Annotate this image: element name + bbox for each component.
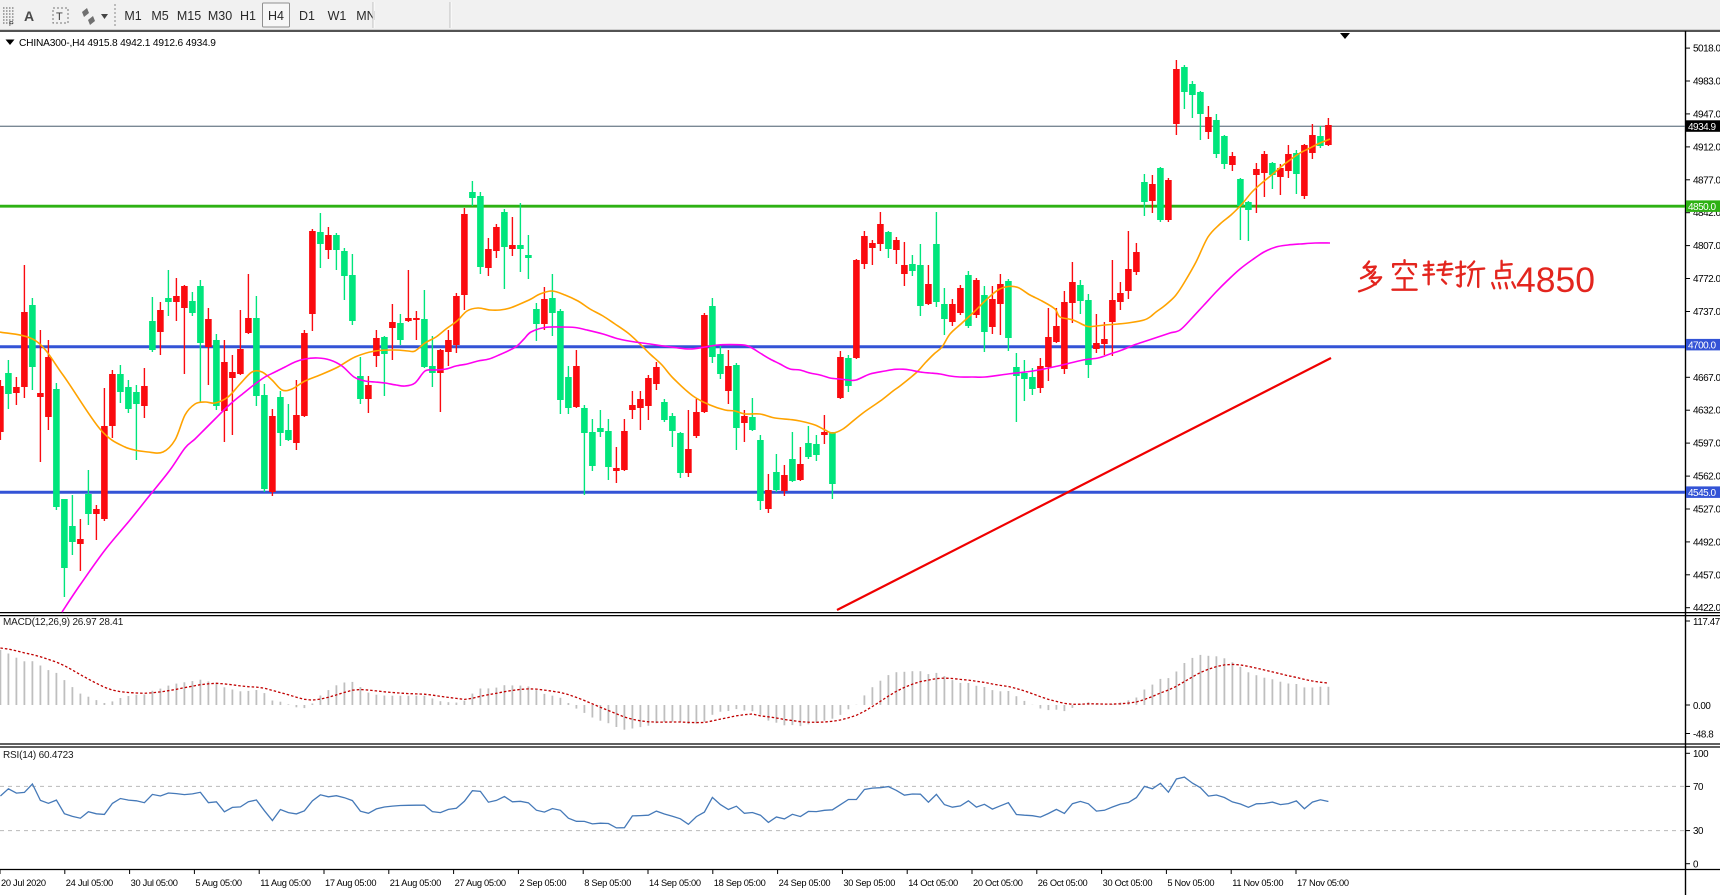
svg-text:A: A — [24, 8, 34, 24]
svg-text:21 Aug 05:00: 21 Aug 05:00 — [390, 878, 441, 888]
svg-text:CHINA300-,H4 4915.8 4942.1 49: CHINA300-,H4 4915.8 4942.1 4912.6 4934.9 — [19, 38, 216, 49]
svg-text:4422.0: 4422.0 — [1693, 603, 1720, 614]
svg-text:M1: M1 — [124, 9, 141, 23]
svg-text:5 Aug 05:00: 5 Aug 05:00 — [195, 878, 241, 888]
svg-text:27 Aug 05:00: 27 Aug 05:00 — [455, 878, 506, 888]
svg-text:D1: D1 — [299, 9, 315, 23]
svg-text:4545.0: 4545.0 — [1688, 488, 1717, 499]
svg-text:H1: H1 — [240, 9, 256, 23]
svg-text:17 Nov 05:00: 17 Nov 05:00 — [1297, 878, 1349, 888]
svg-text:26 Oct 05:00: 26 Oct 05:00 — [1038, 878, 1088, 888]
svg-text:4772.0: 4772.0 — [1693, 274, 1720, 285]
svg-text:4632.0: 4632.0 — [1693, 406, 1720, 417]
svg-text:30 Sep 05:00: 30 Sep 05:00 — [843, 878, 895, 888]
svg-text:MN: MN — [356, 9, 375, 23]
svg-text:5 Nov 05:00: 5 Nov 05:00 — [1167, 878, 1214, 888]
svg-text:0.00: 0.00 — [1693, 701, 1711, 712]
svg-text:4850: 4850 — [1516, 260, 1595, 300]
svg-text:W1: W1 — [328, 9, 347, 23]
svg-text:4492.0: 4492.0 — [1693, 537, 1720, 548]
svg-text:M15: M15 — [177, 9, 201, 23]
svg-text:4842.0: 4842.0 — [1693, 208, 1720, 219]
svg-text:F: F — [9, 21, 13, 28]
svg-text:4934.9: 4934.9 — [1688, 122, 1717, 133]
svg-text:4850.0: 4850.0 — [1688, 202, 1717, 213]
svg-text:RSI(14) 60.4723: RSI(14) 60.4723 — [3, 750, 74, 761]
svg-text:30 Jul 05:00: 30 Jul 05:00 — [131, 878, 178, 888]
svg-text:4700.0: 4700.0 — [1688, 341, 1717, 352]
svg-text:T: T — [56, 11, 63, 23]
svg-text:2 Sep 05:00: 2 Sep 05:00 — [519, 878, 566, 888]
svg-text:M5: M5 — [151, 9, 168, 23]
svg-text:11 Nov 05:00: 11 Nov 05:00 — [1232, 878, 1283, 888]
svg-text:11 Aug 05:00: 11 Aug 05:00 — [260, 878, 311, 888]
svg-text:M30: M30 — [208, 9, 232, 23]
svg-text:4737.0: 4737.0 — [1693, 307, 1720, 318]
svg-text:4562.0: 4562.0 — [1693, 472, 1720, 483]
svg-text:4667.0: 4667.0 — [1693, 373, 1720, 384]
svg-text:70: 70 — [1693, 782, 1704, 793]
svg-text:4457.0: 4457.0 — [1693, 570, 1720, 581]
svg-text:H4: H4 — [268, 9, 284, 23]
svg-text:MACD(12,26,9) 26.97 28.41: MACD(12,26,9) 26.97 28.41 — [3, 617, 124, 628]
svg-text:18 Sep 05:00: 18 Sep 05:00 — [714, 878, 766, 888]
svg-text:8 Sep 05:00: 8 Sep 05:00 — [584, 878, 631, 888]
svg-text:24 Sep 05:00: 24 Sep 05:00 — [779, 878, 831, 888]
svg-text:4877.0: 4877.0 — [1693, 175, 1720, 186]
svg-text:-48.8: -48.8 — [1693, 730, 1714, 741]
svg-text:24 Jul 05:00: 24 Jul 05:00 — [66, 878, 113, 888]
svg-text:5018.0: 5018.0 — [1693, 44, 1720, 55]
svg-text:4912.0: 4912.0 — [1693, 142, 1720, 153]
svg-text:30: 30 — [1693, 826, 1704, 837]
svg-text:4983.0: 4983.0 — [1693, 77, 1720, 88]
svg-text:20 Jul 2020: 20 Jul 2020 — [1, 878, 46, 888]
svg-text:14 Sep 05:00: 14 Sep 05:00 — [649, 878, 701, 888]
svg-text:4597.0: 4597.0 — [1693, 439, 1720, 450]
svg-text:4947.0: 4947.0 — [1693, 109, 1720, 120]
svg-text:100: 100 — [1693, 749, 1709, 760]
svg-text:4807.0: 4807.0 — [1693, 241, 1720, 252]
svg-text:0: 0 — [1693, 860, 1699, 871]
svg-text:117.47: 117.47 — [1693, 617, 1720, 628]
svg-text:20 Oct 05:00: 20 Oct 05:00 — [973, 878, 1023, 888]
svg-text:17 Aug 05:00: 17 Aug 05:00 — [325, 878, 376, 888]
svg-text:14 Oct 05:00: 14 Oct 05:00 — [908, 878, 958, 888]
svg-text:4527.0: 4527.0 — [1693, 505, 1720, 516]
svg-text:30 Oct 05:00: 30 Oct 05:00 — [1103, 878, 1153, 888]
